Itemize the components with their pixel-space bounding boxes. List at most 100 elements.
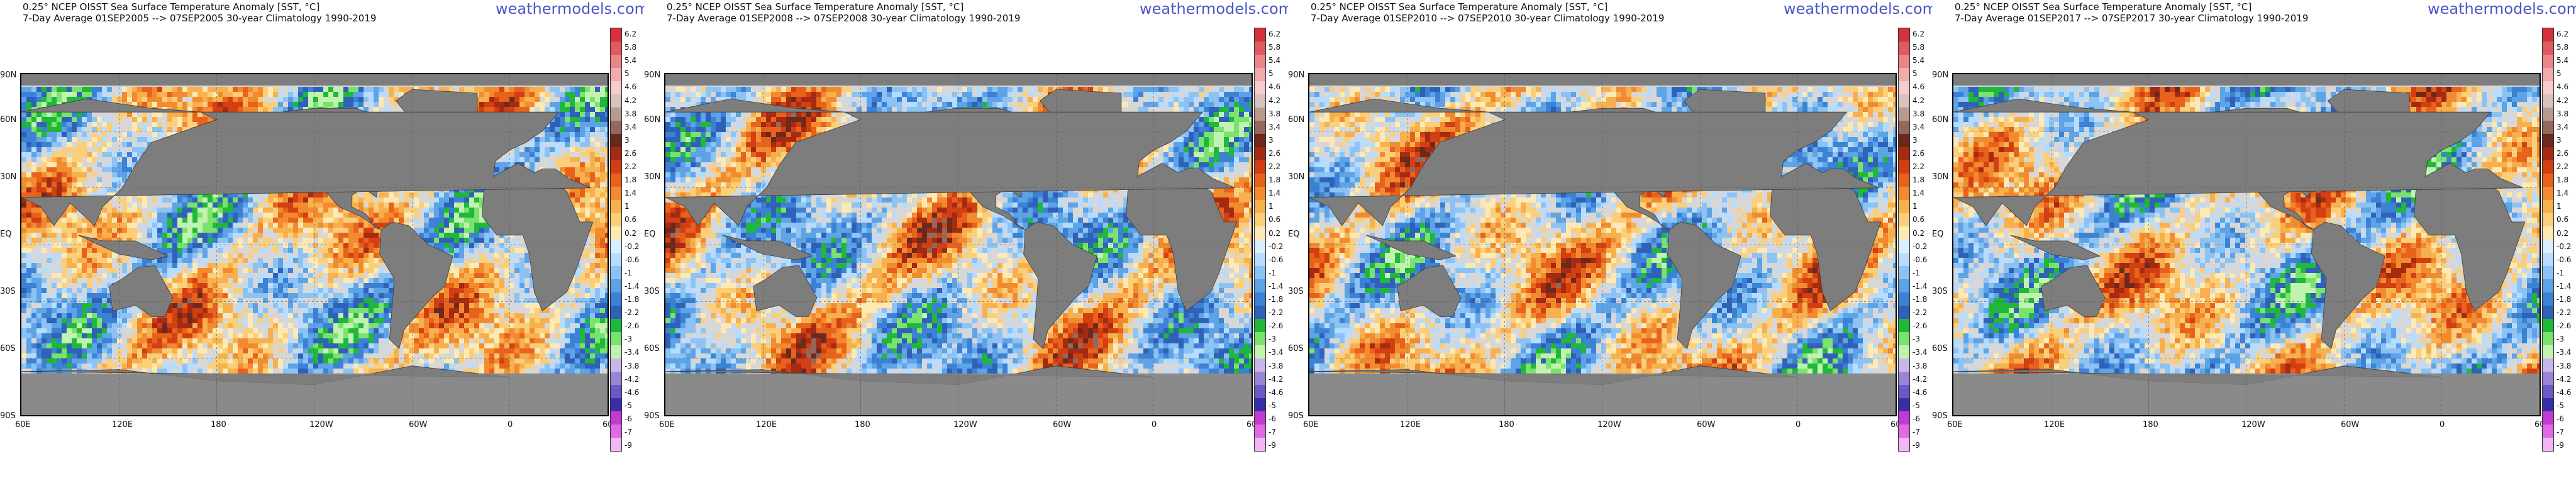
anomaly-cell (167, 122, 172, 127)
anomaly-cell (82, 142, 87, 147)
anomaly-cell (213, 197, 218, 203)
anomaly-cell (243, 228, 248, 233)
anomaly-cell (449, 288, 454, 293)
anomaly-cell (31, 288, 36, 293)
anomaly-cell (157, 208, 162, 213)
anomaly-cell (187, 92, 192, 97)
anomaly-cell (57, 137, 62, 142)
anomaly-cell (97, 263, 102, 268)
anomaly-cell (47, 268, 52, 273)
anomaly-cell (36, 223, 42, 228)
anomaly-cell (117, 213, 122, 218)
anomaly-cell (328, 273, 333, 278)
anomaly-cell (364, 97, 369, 102)
anomaly-cell (218, 238, 223, 243)
anomaly-cell (152, 328, 157, 333)
anomaly-cell (182, 293, 187, 298)
anomaly-cell (590, 313, 595, 318)
anomaly-cell (580, 132, 585, 137)
anomaly-cell (127, 313, 132, 318)
anomaly-cell (112, 338, 117, 343)
anomaly-cell (343, 243, 348, 248)
anomaly-cell (585, 278, 590, 283)
anomaly-cell (62, 213, 67, 218)
anomaly-cell (323, 268, 328, 273)
anomaly-cell (258, 92, 263, 97)
anomaly-cell (369, 223, 374, 228)
anomaly-cell (469, 328, 474, 333)
anomaly-cell (585, 137, 590, 142)
anomaly-cell (595, 112, 600, 117)
anomaly-cell (172, 117, 177, 122)
anomaly-cell (353, 273, 358, 278)
anomaly-cell (172, 197, 177, 203)
anomaly-cell (187, 122, 192, 127)
anomaly-cell (243, 323, 248, 328)
anomaly-cell (590, 122, 595, 127)
anomaly-cell (389, 308, 394, 313)
brand-logo[interactable]: weathermodels.com (496, 0, 644, 18)
anomaly-cell (132, 197, 137, 203)
anomaly-cell (177, 112, 182, 117)
anomaly-cell (167, 228, 172, 233)
anomaly-cell (213, 102, 218, 107)
anomaly-cell (137, 92, 142, 97)
anomaly-cell (369, 268, 374, 273)
anomaly-cell (107, 253, 112, 258)
anomaly-cell (152, 92, 157, 97)
anomaly-cell (192, 92, 197, 97)
anomaly-cell (182, 203, 187, 208)
anomaly-cell (102, 323, 107, 328)
anomaly-cell (167, 233, 172, 238)
anomaly-cell (208, 213, 213, 218)
anomaly-cell (530, 162, 535, 167)
anomaly-cell (605, 97, 608, 102)
anomaly-cell (348, 288, 353, 293)
anomaly-cell (575, 328, 580, 333)
anomaly-cell (535, 152, 540, 157)
anomaly-cell (31, 333, 36, 338)
anomaly-cell (182, 192, 187, 197)
anomaly-cell (127, 228, 132, 233)
anomaly-cell (112, 162, 117, 167)
anomaly-cell (97, 162, 102, 167)
anomaly-cell (404, 328, 409, 333)
anomaly-cell (298, 213, 303, 218)
anomaly-cell (233, 263, 238, 268)
anomaly-cell (192, 107, 197, 112)
anomaly-cell (213, 293, 218, 298)
anomaly-cell (494, 258, 499, 263)
anomaly-cell (328, 92, 333, 97)
anomaly-cell (208, 308, 213, 313)
anomaly-cell (203, 87, 208, 92)
anomaly-cell (238, 102, 243, 107)
anomaly-cell (585, 293, 590, 298)
anomaly-cell (72, 97, 77, 102)
anomaly-cell (26, 268, 31, 273)
anomaly-cell (228, 308, 233, 313)
anomaly-cell (21, 132, 26, 137)
anomaly-cell (364, 87, 369, 92)
anomaly-cell (328, 308, 333, 313)
anomaly-cell (132, 122, 137, 127)
anomaly-cell (605, 293, 608, 298)
anomaly-cell (248, 303, 253, 308)
anomaly-cell (273, 303, 278, 308)
anomaly-cell (424, 323, 429, 328)
anomaly-cell (218, 313, 223, 318)
anomaly-cell (208, 293, 213, 298)
anomaly-cell (570, 167, 575, 172)
anomaly-cell (333, 253, 338, 258)
anomaly-cell (560, 117, 565, 122)
anomaly-cell (233, 203, 238, 208)
anomaly-cell (600, 102, 605, 107)
anomaly-cell (464, 268, 469, 273)
anomaly-cell (293, 313, 298, 318)
anomaly-cell (479, 258, 484, 263)
anomaly-cell (535, 333, 540, 338)
anomaly-cell (192, 338, 197, 343)
anomaly-cell (348, 253, 353, 258)
anomaly-cell (97, 278, 102, 283)
anomaly-cell (268, 268, 273, 273)
anomaly-cell (338, 218, 343, 223)
